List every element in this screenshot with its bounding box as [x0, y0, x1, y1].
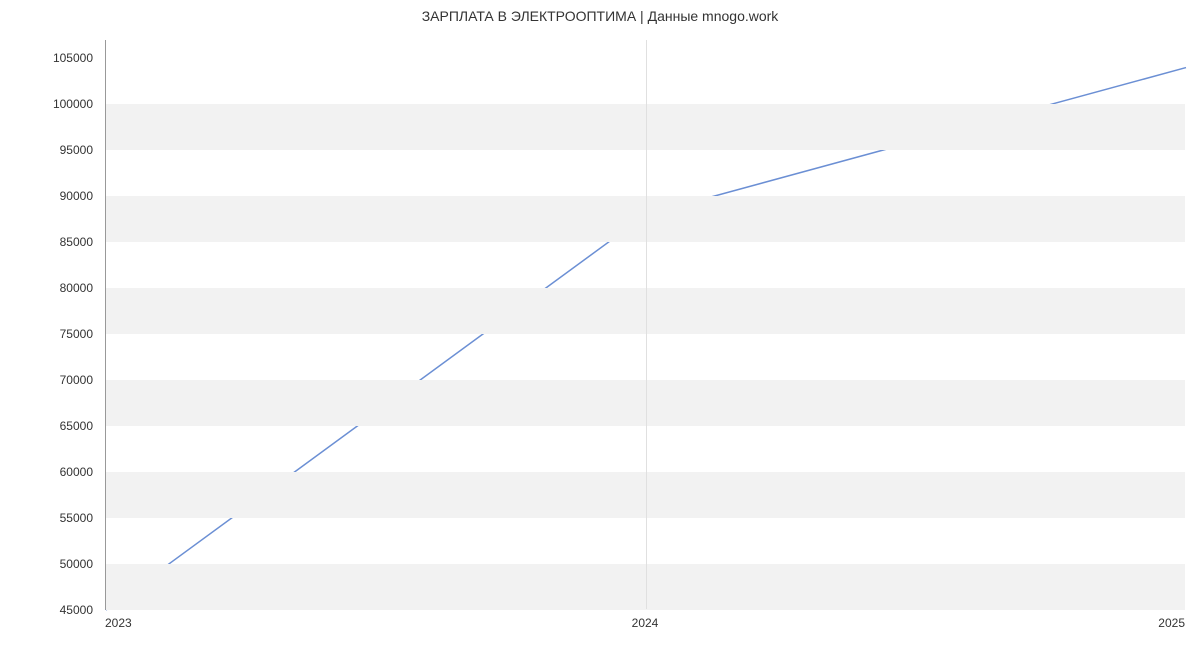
x-tick-label: 2023	[105, 616, 185, 630]
y-tick-label: 60000	[0, 465, 93, 479]
y-tick-label: 55000	[0, 511, 93, 525]
plot-area	[105, 40, 1185, 610]
y-tick-label: 50000	[0, 557, 93, 571]
x-tick-label: 2024	[605, 616, 685, 630]
y-tick-label: 100000	[0, 97, 93, 111]
y-tick-label: 85000	[0, 235, 93, 249]
y-tick-label: 75000	[0, 327, 93, 341]
line-chart: ЗАРПЛАТА В ЭЛЕКТРООПТИМА | Данные mnogo.…	[0, 0, 1200, 650]
y-tick-label: 45000	[0, 603, 93, 617]
chart-title: ЗАРПЛАТА В ЭЛЕКТРООПТИМА | Данные mnogo.…	[0, 8, 1200, 24]
grid-vline	[646, 40, 647, 609]
y-tick-label: 105000	[0, 51, 93, 65]
x-tick-label: 2025	[1105, 616, 1185, 630]
y-tick-label: 90000	[0, 189, 93, 203]
y-tick-label: 70000	[0, 373, 93, 387]
y-tick-label: 65000	[0, 419, 93, 433]
y-tick-label: 80000	[0, 281, 93, 295]
y-tick-label: 95000	[0, 143, 93, 157]
